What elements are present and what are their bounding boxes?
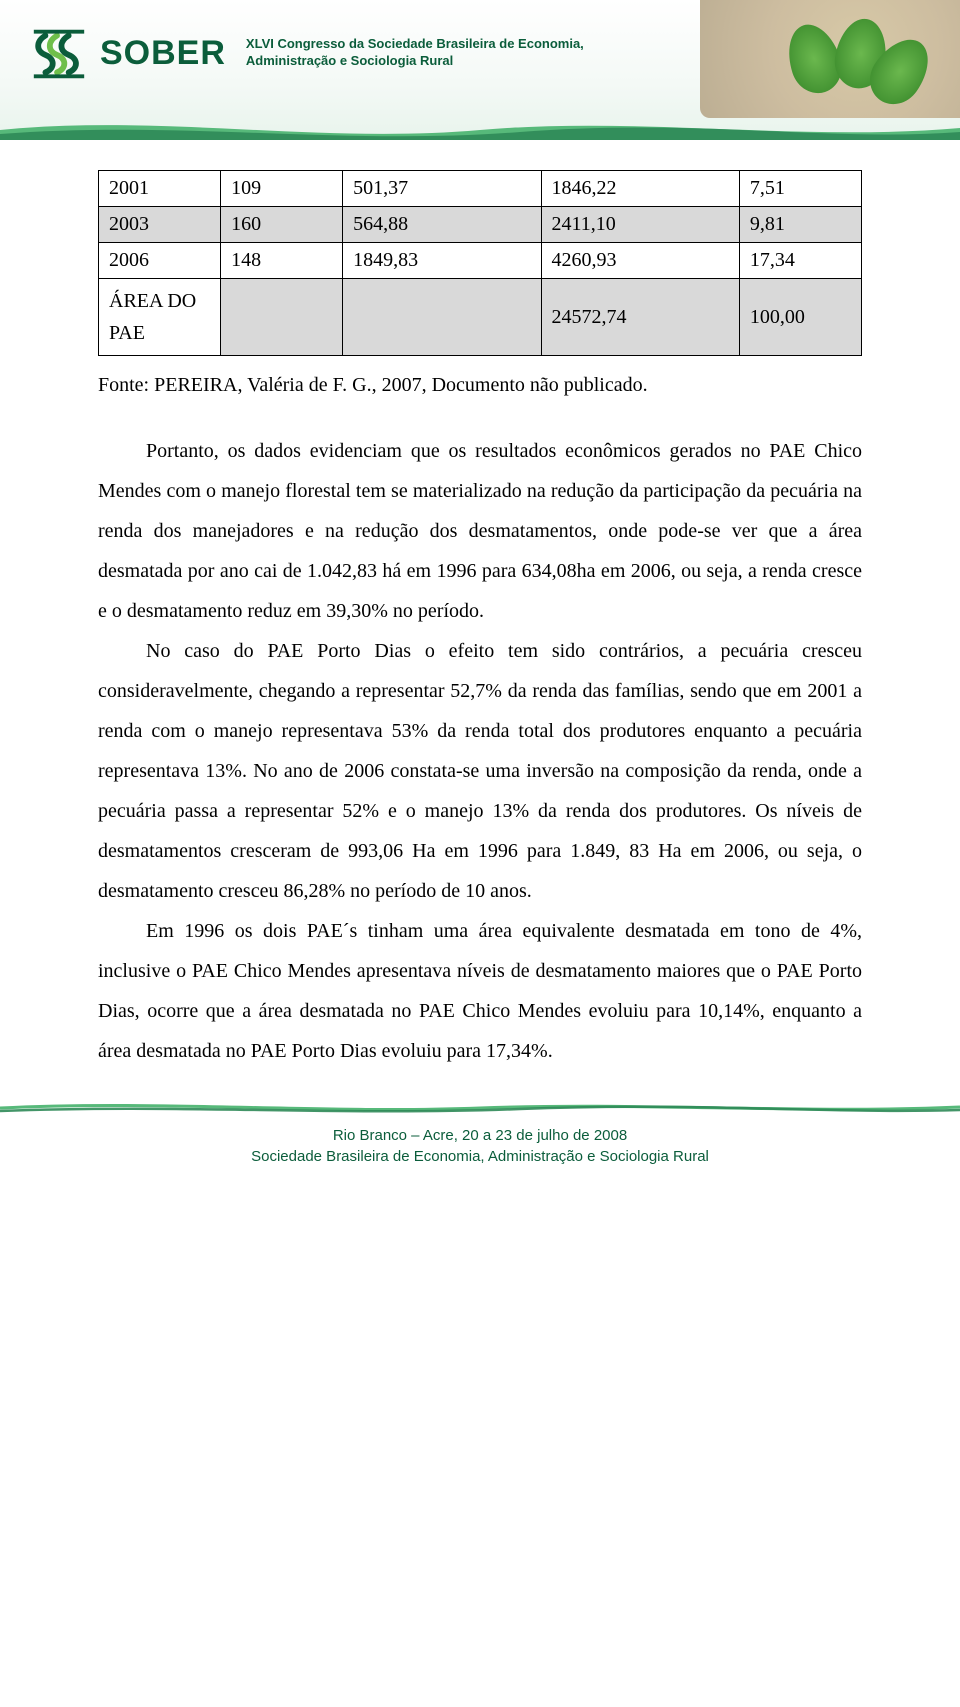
cell: 1846,22: [541, 171, 739, 207]
cell: 2006: [99, 243, 221, 279]
table-row: 2001 109 501,37 1846,22 7,51: [99, 171, 862, 207]
congress-title: XLVI Congresso da Sociedade Brasileira d…: [246, 36, 584, 70]
cell: 100,00: [739, 279, 861, 356]
paragraph: No caso do PAE Porto Dias o efeito tem s…: [98, 631, 862, 911]
hands-plant-photo: [700, 0, 960, 118]
cell: 1849,83: [343, 243, 541, 279]
cell: 160: [221, 207, 343, 243]
table-row: 2003 160 564,88 2411,10 9,81: [99, 207, 862, 243]
paragraph: Portanto, os dados evidenciam que os res…: [98, 431, 862, 631]
footer-wave-icon: [0, 1102, 960, 1114]
cell: 148: [221, 243, 343, 279]
table-source: Fonte: PEREIRA, Valéria de F. G., 2007, …: [98, 374, 862, 397]
cell: 7,51: [739, 171, 861, 207]
table-total-row: ÁREA DO PAE 24572,74 100,00: [99, 279, 862, 356]
org-acronym: SOBER: [100, 34, 226, 73]
cell: [343, 279, 541, 356]
header-banner: SOBER XLVI Congresso da Sociedade Brasil…: [0, 0, 960, 140]
total-label: ÁREA DO PAE: [99, 279, 221, 356]
body-text: Portanto, os dados evidenciam que os res…: [98, 431, 862, 1071]
cell: 4260,93: [541, 243, 739, 279]
cell: 501,37: [343, 171, 541, 207]
paragraph: Em 1996 os dois PAE´s tinham uma área eq…: [98, 911, 862, 1071]
cell: 9,81: [739, 207, 861, 243]
congress-line1: XLVI Congresso da Sociedade Brasileira d…: [246, 36, 584, 53]
cell: 17,34: [739, 243, 861, 279]
page-body: 2001 109 501,37 1846,22 7,51 2003 160 56…: [0, 140, 960, 1071]
cell: 2003: [99, 207, 221, 243]
footer: Rio Branco – Acre, 20 a 23 de julho de 2…: [0, 1101, 960, 1181]
logo: SOBER: [28, 22, 226, 84]
banner-wave-icon: [0, 118, 960, 140]
footer-line1: Rio Branco – Acre, 20 a 23 de julho de 2…: [0, 1125, 960, 1146]
table-row: 2006 148 1849,83 4260,93 17,34: [99, 243, 862, 279]
cell: 2001: [99, 171, 221, 207]
cell: 2411,10: [541, 207, 739, 243]
sober-logo-icon: [28, 22, 90, 84]
footer-line2: Sociedade Brasileira de Economia, Admini…: [0, 1146, 960, 1167]
cell: 109: [221, 171, 343, 207]
footer-text: Rio Branco – Acre, 20 a 23 de julho de 2…: [0, 1119, 960, 1181]
cell: 24572,74: [541, 279, 739, 356]
congress-line2: Administração e Sociologia Rural: [246, 53, 584, 70]
cell: 564,88: [343, 207, 541, 243]
cell: [221, 279, 343, 356]
data-table: 2001 109 501,37 1846,22 7,51 2003 160 56…: [98, 170, 862, 356]
